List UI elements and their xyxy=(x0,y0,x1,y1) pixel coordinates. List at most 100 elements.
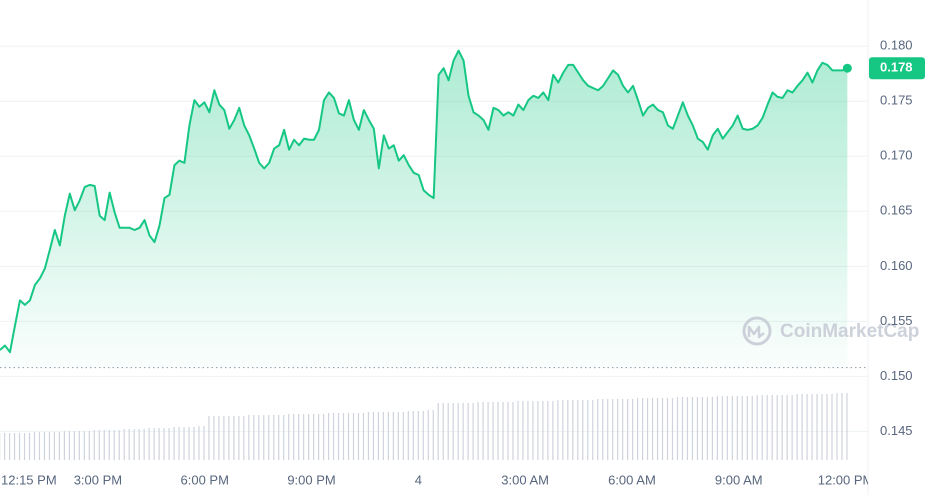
volume-bar xyxy=(517,401,519,460)
volume-bar xyxy=(472,403,474,460)
volume-bar xyxy=(23,433,26,460)
volume-bar xyxy=(168,428,170,460)
volume-bar xyxy=(786,395,788,460)
volume-bar xyxy=(746,396,748,460)
y-tick-label: 0.165 xyxy=(880,203,913,218)
volume-bar xyxy=(681,397,684,460)
volume-bar xyxy=(43,432,46,460)
volume-bar xyxy=(93,430,95,460)
volume-bar xyxy=(313,414,315,460)
volume-bar xyxy=(592,400,594,460)
volume-bar xyxy=(133,429,135,460)
price-series xyxy=(0,49,852,368)
volume-bar xyxy=(38,432,41,460)
volume-bar xyxy=(78,431,80,460)
volume-bars xyxy=(0,393,848,460)
volume-bar xyxy=(711,397,713,460)
volume-bar xyxy=(811,394,813,460)
volume-bar xyxy=(716,396,718,460)
volume-bar xyxy=(258,415,260,460)
volume-bar xyxy=(8,433,11,460)
volume-bar xyxy=(497,402,499,460)
volume-bar xyxy=(542,401,544,460)
volume-bar xyxy=(577,400,579,460)
price-area xyxy=(0,50,848,368)
x-tick-label: 9:00 AM xyxy=(715,472,763,487)
volume-bar xyxy=(118,430,120,460)
volume-bar xyxy=(437,403,439,460)
volume-bar xyxy=(298,414,300,460)
volume-bar xyxy=(13,433,16,460)
volume-bar xyxy=(228,416,230,460)
volume-bar xyxy=(402,412,404,460)
volume-bar xyxy=(123,429,125,460)
volume-bar xyxy=(641,398,644,460)
volume-bar xyxy=(193,427,195,460)
volume-bar xyxy=(138,429,140,460)
volume-bar xyxy=(632,399,634,460)
volume-bar xyxy=(562,400,564,460)
volume-bar xyxy=(801,394,803,460)
volume-bar xyxy=(651,398,654,460)
volume-bar xyxy=(63,431,65,460)
volume-bar xyxy=(332,413,335,460)
x-tick-label: 6:00 PM xyxy=(181,472,229,487)
volume-bar xyxy=(53,432,56,460)
volume-bar xyxy=(452,403,454,460)
volume-bar xyxy=(293,414,295,460)
volume-bar xyxy=(522,401,524,460)
volume-bar xyxy=(701,397,704,460)
volume-bar xyxy=(432,410,434,460)
y-axis: 0.180 0.175 0.170 0.165 0.160 0.155 0.150 0.145… xyxy=(869,38,925,438)
volume-bar xyxy=(288,414,290,460)
volume-bar xyxy=(58,432,61,460)
volume-bar xyxy=(73,431,75,460)
volume-bar xyxy=(686,397,689,460)
volume-bar xyxy=(28,433,31,460)
volume-bar xyxy=(98,430,100,460)
volume-bar xyxy=(761,395,763,460)
last-price-label: 0.178 xyxy=(880,60,913,75)
volume-bar xyxy=(512,402,514,460)
volume-bar xyxy=(656,398,659,460)
volume-bar xyxy=(841,393,843,460)
volume-bar xyxy=(736,396,738,460)
y-tick-label: 0.160 xyxy=(880,258,913,273)
volume-bar xyxy=(198,426,200,460)
volume-bar xyxy=(567,400,569,460)
volume-bar xyxy=(612,399,614,460)
volume-bar xyxy=(322,414,325,460)
volume-bar xyxy=(676,397,679,460)
volume-bar xyxy=(397,412,399,460)
volume-bar xyxy=(178,427,180,460)
volume-bar xyxy=(462,403,464,460)
volume-bar xyxy=(572,400,574,460)
volume-bar xyxy=(377,412,380,460)
volume-bar xyxy=(233,416,235,460)
volume-bar xyxy=(776,395,778,460)
volume-bar xyxy=(238,416,240,460)
volume-bar xyxy=(836,393,838,460)
volume-bar xyxy=(826,394,828,460)
volume-bar xyxy=(327,413,330,460)
volume-bar xyxy=(816,394,818,460)
volume-bar xyxy=(268,415,270,460)
x-tick-label: 4 xyxy=(415,472,422,487)
volume-bar xyxy=(487,402,489,460)
volume-bar xyxy=(173,427,175,460)
volume-bar xyxy=(163,428,165,460)
volume-bar xyxy=(352,413,355,460)
volume-bar xyxy=(158,428,160,460)
volume-bar xyxy=(507,402,509,460)
y-tick-label: 0.150 xyxy=(880,368,913,383)
volume-bar xyxy=(113,430,115,460)
watermark-text: CoinMarketCap xyxy=(780,321,919,342)
volume-bar xyxy=(846,393,848,460)
volume-bar xyxy=(467,403,469,460)
volume-bar xyxy=(691,397,694,460)
volume-bar xyxy=(103,430,105,460)
volume-bar xyxy=(337,413,340,460)
volume-bar xyxy=(557,400,559,460)
volume-bar xyxy=(362,413,365,460)
